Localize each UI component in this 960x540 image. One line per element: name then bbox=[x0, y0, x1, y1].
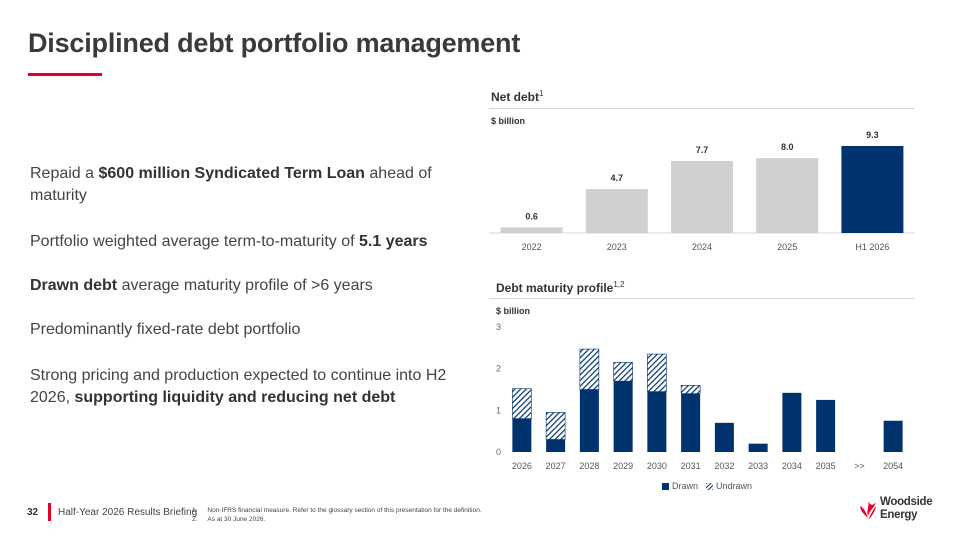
maturity-tick-label: 2027 bbox=[546, 461, 566, 471]
net-debt-bar bbox=[756, 158, 819, 233]
net-debt-value-label: 9.3 bbox=[866, 130, 879, 140]
title-accent-bar bbox=[28, 73, 102, 76]
net-debt-bar bbox=[585, 189, 648, 233]
maturity-drawn-bar bbox=[512, 418, 532, 452]
page-number: 32 bbox=[27, 507, 39, 518]
bullet-strong-pricing: Strong pricing and production expected t… bbox=[30, 367, 447, 406]
net-debt-bar bbox=[671, 160, 733, 233]
maturity-unit: $ billion bbox=[496, 306, 531, 316]
legend-undrawn: Undrawn bbox=[706, 481, 752, 491]
maturity-tick-label: 2033 bbox=[748, 461, 768, 471]
net-debt-title: Net debt1 bbox=[491, 89, 544, 104]
maturity-ytick-label: 0 bbox=[496, 447, 501, 457]
maturity-tick-label: 2054 bbox=[883, 461, 903, 471]
maturity-chart: 0 1 2 3 2026 2027 2028 2029 2030 2031 2032 2033 2034… bbox=[496, 322, 903, 471]
maturity-tick-label: 2030 bbox=[647, 461, 667, 471]
maturity-undrawn-bar bbox=[647, 353, 667, 392]
bullet-term-to-maturity: Portfolio weighted average term-to-matur… bbox=[30, 233, 428, 250]
maturity-drawn-bar bbox=[647, 391, 667, 452]
footnotes: 1. Non-IFRS financial measure. Refer to t… bbox=[192, 507, 482, 523]
maturity-tick-label: 2034 bbox=[782, 461, 802, 471]
maturity-tick-label: 2029 bbox=[613, 461, 633, 471]
maturity-ytick-label: 1 bbox=[496, 405, 501, 415]
logo-wordmark: Woodside Energy bbox=[880, 496, 933, 521]
maturity-legend: Drawn Undrawn bbox=[662, 481, 752, 491]
bullet-repaid-loan: Repaid a $600 million Syndicated Term Lo… bbox=[30, 165, 432, 204]
net-debt-rule bbox=[489, 108, 915, 109]
maturity-tick-label: 2026 bbox=[512, 461, 532, 471]
net-debt-value-label: 0.6 bbox=[525, 211, 538, 221]
maturity-drawn-bar bbox=[714, 422, 734, 452]
footer-title: Half-Year 2026 Results Briefing bbox=[58, 507, 198, 518]
net-debt-chart: 0.6 2022 4.7 2023 7.7 2024 8.0 2025 9.3 H1 2026 bbox=[489, 130, 915, 252]
maturity-undrawn-bar bbox=[512, 388, 532, 419]
maturity-tick-label: >> bbox=[854, 461, 865, 471]
net-debt-bar bbox=[500, 227, 563, 233]
net-debt-bar bbox=[841, 146, 904, 233]
net-debt-tick-label: 2024 bbox=[692, 242, 712, 252]
maturity-title: Debt maturity profile1,2 bbox=[496, 280, 625, 295]
maturity-rule bbox=[489, 298, 915, 299]
net-debt-tick-label: H1 2026 bbox=[855, 242, 889, 252]
woodside-logo-icon bbox=[860, 500, 876, 520]
maturity-undrawn-bar bbox=[613, 362, 633, 382]
net-debt-value-label: 7.7 bbox=[696, 145, 709, 155]
maturity-undrawn-bar bbox=[680, 385, 701, 394]
maturity-tick-label: 2032 bbox=[714, 461, 734, 471]
maturity-drawn-bar bbox=[613, 381, 633, 452]
maturity-drawn-bar bbox=[546, 439, 566, 452]
maturity-drawn-bar bbox=[748, 443, 768, 452]
page-title: Disciplined debt portfolio management bbox=[28, 28, 521, 58]
maturity-ytick-label: 2 bbox=[496, 364, 501, 374]
maturity-undrawn-bar bbox=[545, 412, 566, 440]
maturity-drawn-bar bbox=[816, 399, 836, 452]
maturity-undrawn-bar bbox=[579, 348, 600, 390]
maturity-drawn-bar bbox=[579, 389, 599, 452]
bullet-fixed-rate: Predominantly fixed-rate debt portfolio bbox=[30, 321, 301, 338]
net-debt-tick-label: 2022 bbox=[522, 242, 542, 252]
maturity-drawn-bar bbox=[782, 392, 802, 452]
maturity-drawn-bar bbox=[681, 393, 701, 452]
net-debt-unit: $ billion bbox=[491, 116, 526, 126]
net-debt-value-label: 8.0 bbox=[781, 142, 794, 152]
net-debt-value-label: 4.7 bbox=[611, 173, 624, 183]
net-debt-tick-label: 2023 bbox=[607, 242, 627, 252]
maturity-tick-label: 2028 bbox=[579, 461, 599, 471]
maturity-tick-label: 2031 bbox=[681, 461, 701, 471]
maturity-tick-label: 2035 bbox=[816, 461, 836, 471]
legend-drawn: Drawn bbox=[662, 481, 698, 491]
maturity-ytick-label: 3 bbox=[496, 322, 501, 332]
bullet-drawn-debt: Drawn debt average maturity profile of >… bbox=[30, 277, 373, 294]
maturity-drawn-bar bbox=[883, 420, 903, 452]
footer-divider bbox=[48, 503, 51, 521]
net-debt-tick-label: 2025 bbox=[777, 242, 797, 252]
